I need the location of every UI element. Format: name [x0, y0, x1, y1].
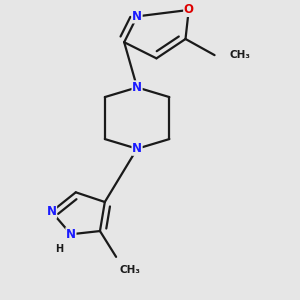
Text: N: N: [46, 205, 56, 218]
Text: N: N: [132, 10, 142, 23]
Text: O: O: [184, 3, 194, 16]
Text: N: N: [132, 142, 142, 155]
Text: N: N: [132, 81, 142, 94]
Text: H: H: [56, 244, 64, 254]
Text: CH₃: CH₃: [119, 265, 140, 275]
Text: CH₃: CH₃: [229, 50, 250, 60]
Text: N: N: [66, 228, 76, 241]
